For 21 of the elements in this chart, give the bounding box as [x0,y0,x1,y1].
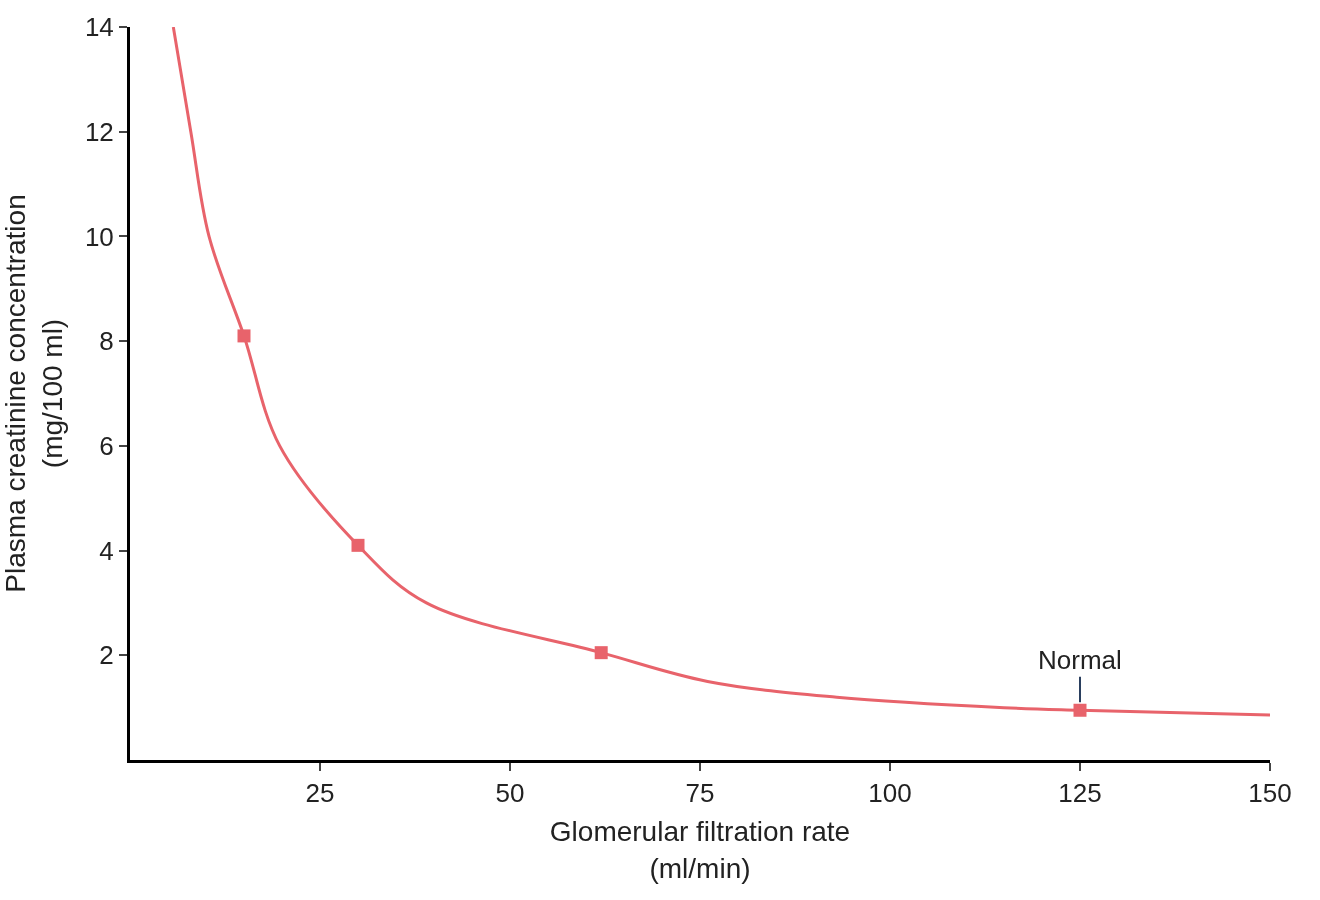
point [1073,703,1087,717]
y-tick-label: 10 [84,221,114,252]
x-tick-label: 100 [868,778,912,809]
x-tick-label: 25 [305,778,335,809]
y-tick-label: 12 [84,116,114,147]
x-tick-label: 75 [685,778,715,809]
y-tick-label: 6 [99,430,114,461]
point [351,538,365,552]
y-tick-label: 4 [99,535,114,566]
point [594,646,608,660]
x-tick-label: 150 [1248,778,1292,809]
y-axis-title: Plasma creatinine concentration (mg/100 ml) [0,194,68,593]
y-tick-label: 2 [99,640,114,671]
y-tick-label: 8 [99,326,114,357]
y-tick-label: 14 [84,12,114,43]
point [237,329,251,343]
x-axis-title: Glomerular filtration rate (ml/min) [549,816,851,884]
line-series [171,27,1270,717]
x-tick-label: 50 [495,778,525,809]
annotation: Normal [1038,645,1122,675]
x-tick-label: 125 [1058,778,1102,809]
